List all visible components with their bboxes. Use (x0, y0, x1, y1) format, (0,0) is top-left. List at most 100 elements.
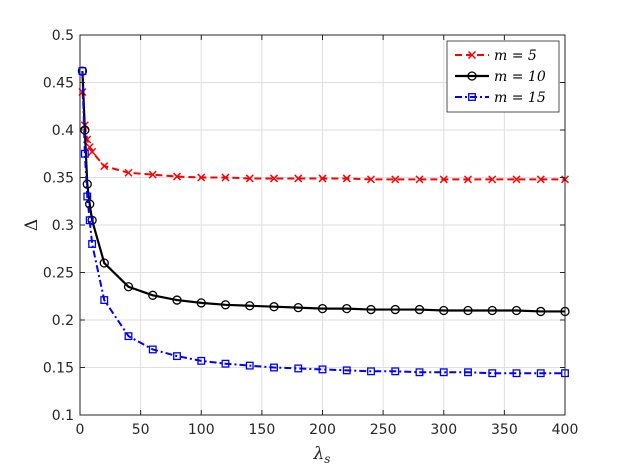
data-point (512, 175, 521, 184)
data-point (536, 175, 545, 184)
data-point (100, 296, 109, 304)
x-tick-label: 50 (132, 422, 150, 438)
data-point (342, 366, 351, 375)
data-point (511, 305, 522, 316)
x-tick-label: 150 (249, 422, 276, 438)
x-axis-title-main: λ (313, 444, 325, 464)
y-tick-label: 0.45 (43, 76, 74, 92)
ticks: 0 50 100 150 200 250 300 350 400 0.1 0.15 0.2 0.25 0.… (43, 28, 579, 438)
y-tick-label: 0.15 (43, 361, 74, 377)
y-axis-title: Δ (22, 219, 42, 231)
data-point (172, 295, 182, 305)
data-point (367, 367, 375, 376)
data-point (488, 175, 497, 184)
data-point (536, 369, 545, 378)
y-tick-label: 0.5 (52, 28, 74, 44)
data-point (463, 305, 473, 316)
data-point (439, 175, 448, 184)
x-tick-label: 350 (491, 422, 518, 438)
data-point (415, 175, 424, 184)
legend-label: m = 5 (494, 48, 537, 64)
data-point (366, 304, 376, 315)
data-point (83, 192, 92, 201)
data-point (439, 305, 449, 316)
data-point (391, 367, 400, 376)
data-point (197, 173, 206, 182)
x-axis-title: λs (313, 444, 331, 466)
data-point (414, 304, 425, 315)
y-tick-label: 0.25 (43, 266, 74, 282)
data-point (439, 368, 448, 377)
data-point (221, 359, 230, 368)
data-point (342, 174, 351, 183)
series-line (81, 71, 565, 375)
data-point (317, 303, 328, 314)
legend-marker (468, 93, 476, 101)
data-point (148, 170, 157, 179)
data-point (318, 365, 327, 374)
series-line (81, 71, 565, 313)
data-point (87, 215, 97, 225)
x-tick-label: 0 (76, 422, 85, 438)
data-point (88, 147, 97, 156)
data-point (366, 175, 376, 184)
y-tick-label: 0.35 (43, 171, 74, 187)
data-point (100, 162, 109, 171)
data-point (220, 300, 231, 310)
data-point (88, 240, 97, 248)
data-point (148, 290, 158, 300)
data-point (124, 168, 133, 177)
x-tick-label: 300 (430, 422, 457, 438)
y-tick-label: 0.1 (52, 408, 74, 424)
data-point (78, 67, 87, 76)
data-point (172, 172, 182, 181)
data-point (415, 368, 424, 377)
series-2 (77, 66, 570, 317)
data-point (197, 356, 206, 365)
legend: m = 5 m = 10 m = 15 (446, 40, 560, 113)
x-tick-label: 400 (552, 422, 579, 438)
data-point (463, 175, 473, 184)
legend-marker (467, 71, 477, 81)
legend-marker (467, 50, 477, 60)
data-point (196, 298, 206, 308)
x-tick-label: 100 (188, 422, 215, 438)
data-point (294, 364, 303, 373)
series-3 (78, 67, 569, 378)
data-point (245, 301, 255, 311)
data-point (512, 369, 521, 378)
legend-label: m = 10 (494, 69, 546, 85)
data-point (390, 304, 400, 315)
data-point (488, 369, 497, 378)
data-point (269, 174, 279, 183)
x-axis-title-sub: s (324, 452, 330, 466)
data-point (294, 174, 303, 183)
data-point (124, 332, 133, 341)
y-tick-label: 0.3 (52, 218, 74, 234)
data-point (464, 368, 472, 377)
data-point (173, 352, 181, 361)
y-tick-label: 0.2 (52, 313, 74, 329)
data-point (293, 302, 303, 313)
data-point (148, 345, 157, 354)
data-point (221, 173, 230, 182)
data-point (487, 305, 497, 316)
data-point (99, 258, 109, 268)
data-point (391, 175, 400, 184)
data-point (318, 174, 327, 183)
data-point (85, 143, 94, 152)
legend-label: m = 15 (494, 90, 546, 106)
x-tick-label: 200 (309, 422, 336, 438)
data-point (270, 363, 278, 372)
data-point (536, 306, 546, 317)
data-point (269, 302, 279, 312)
data-point (342, 303, 352, 314)
data-point (85, 216, 94, 225)
data-point (245, 361, 254, 370)
x-tick-label: 250 (370, 422, 397, 438)
data-point (245, 174, 254, 183)
y-tick-label: 0.4 (52, 123, 74, 139)
data-point (80, 149, 89, 158)
data-point (123, 282, 134, 292)
